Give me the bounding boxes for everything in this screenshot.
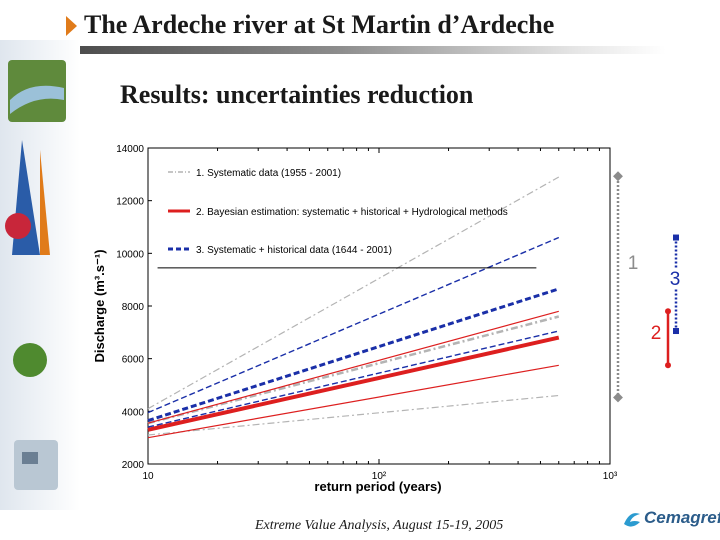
interval-label: 3 [670,269,681,290]
y-tick-label: 10000 [116,249,144,260]
interval-marker [665,362,671,369]
interval-label-bg [665,268,685,288]
y-tick-label: 2000 [122,460,145,471]
interval-label: 1 [628,253,639,274]
title-arrow-icon [66,16,77,36]
x-axis-ticks: 10 10² 10³ [142,148,618,482]
series-line-3-lower [147,330,559,428]
title-underline [66,46,666,54]
x-tick-label: 10³ [603,471,618,482]
series-line-2-upper [147,310,559,424]
interval-marker [673,328,679,335]
x-tick-label: 10 [142,471,154,482]
y-tick-label: 14000 [116,144,144,155]
footer-text: Extreme Value Analysis, August 15-19, 20… [255,518,504,533]
y-axis-label: Discharge (m³.s⁻¹) [92,249,107,362]
series-line-2-estimate [147,335,560,432]
series-line-2-lower [147,364,559,439]
legend-entry: 1. Systematic data (1955 - 2001) [196,168,341,179]
y-tick-label: 4000 [122,407,145,418]
interval-label: 2 [651,323,662,344]
series-line-1-upper [147,176,560,410]
legend-entry: 2. Bayesian estimation: systematic + his… [196,207,508,218]
interval-marker [665,308,671,315]
orange-sail-icon [40,150,50,255]
y-tick-label: 12000 [116,197,144,208]
red-sphere-icon [5,213,31,239]
series-line-1-lower [147,394,559,436]
cemagref-logo: Cemagref [622,504,720,534]
decorative-photo-strip [0,40,80,510]
legend: 1. Systematic data (1955 - 2001) 2. Bayes… [168,168,508,256]
interval-marker [673,234,679,241]
logo-swirl-icon [624,513,640,527]
y-tick-label: 8000 [122,302,145,313]
x-axis-label: return period (years) [314,479,441,494]
laboratory-photo-icon [14,440,58,490]
discharge-chart: 14000 12000 10000 8000 6000 4000 2000 10 10² 10³… [92,144,685,494]
interval-marker [613,171,623,182]
uncertainty-intervals: 1 2 3 [613,171,685,403]
y-tick-label: 6000 [122,355,145,366]
y-axis-ticks: 14000 12000 10000 8000 6000 4000 2000 [116,144,152,471]
green-leaf-icon [13,343,47,377]
series-line-1-estimate [147,315,560,425]
title-bar: The Ardeche river at St Martin d’Ardeche [66,10,720,54]
plot-area [147,147,611,465]
legend-entry: 3. Systematic + historical data (1644 - … [196,245,392,256]
series-line-3-upper [147,236,560,414]
series-lines [147,176,560,439]
interval-marker [613,392,623,403]
slide-subtitle: Results: uncertainties reduction [120,80,474,109]
x-tick-label: 10² [372,471,387,482]
interval-label-bg [646,322,666,342]
logo-text: Cemagref [644,508,720,527]
interval-label-bg [623,252,643,272]
slide-title: The Ardeche river at St Martin d’Ardeche [84,10,555,39]
